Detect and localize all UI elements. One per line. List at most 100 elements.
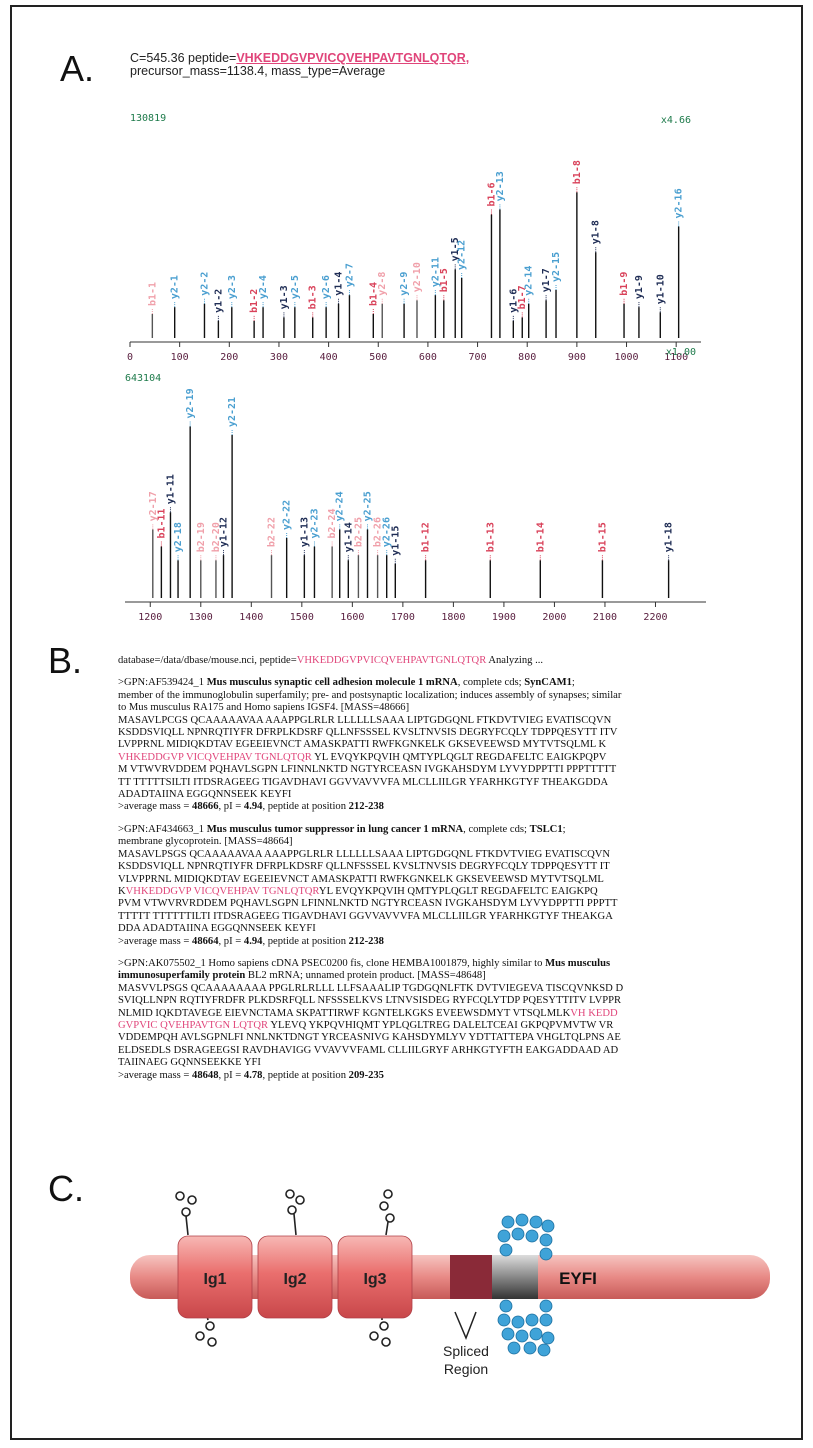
peak-label: y2-10 bbox=[412, 262, 423, 292]
result-entry: >GPN:AF539424_1 Mus musculus synaptic ce… bbox=[118, 677, 808, 813]
text-run: TSLC1 bbox=[530, 824, 563, 835]
peak-label: b1-3 bbox=[308, 285, 319, 309]
text-run: LVPPRNL MIDIQKDTAV EGEEIEVNCT AMASKPATTI… bbox=[118, 739, 606, 750]
peak-label: y2-25 bbox=[363, 491, 374, 521]
peak-label: b1-1 bbox=[147, 282, 158, 306]
text-run: Mus musculus bbox=[545, 958, 610, 969]
results-header: database=/data/dbase/mouse.nci, peptide=… bbox=[118, 655, 808, 667]
text-run: VLVPPRNL MIDIQKDTAV EGEEIEVNCT AMASKPATT… bbox=[118, 874, 604, 885]
text-run: , pI = bbox=[219, 936, 244, 947]
peak-label: y1-4 bbox=[334, 272, 345, 296]
result-line: VDDEMPQH AVLSGPNLFI NNLNKTDNGT YRCEASNIV… bbox=[118, 1032, 808, 1044]
text-run: NLMID IQKDTAVEGE EIEVNCTAMA SKPATTIRWF K… bbox=[118, 1008, 570, 1019]
spectrum-chart: 0100200300400500600700800900100011001308… bbox=[0, 0, 813, 640]
text-run: to Mus musculus RA175 and Homo sapiens I… bbox=[118, 702, 409, 713]
peak-label: y2-18 bbox=[173, 522, 184, 552]
result-line: membrane glycoprotein. [MASS=48664] bbox=[118, 836, 808, 848]
peak-label: y2-7 bbox=[344, 263, 355, 287]
text-run: ADADTAIINA EGGQNNSEEK KEYFI bbox=[118, 789, 291, 800]
text-run: DDA ADADTAIINA EGGQNNSEEK KEYFI bbox=[118, 923, 316, 934]
splice-marker bbox=[455, 1312, 476, 1338]
peak-label: y1-18 bbox=[664, 522, 675, 552]
text-run: , complete cds; bbox=[463, 824, 530, 835]
text-run: , complete cds; bbox=[458, 677, 525, 688]
peak-label: y1-10 bbox=[655, 274, 666, 304]
text-run: >GPN:AF539424_1 bbox=[118, 677, 207, 688]
text-run: Mus musculus tumor suppressor in lung ca… bbox=[207, 824, 463, 835]
text-run: YL EVQYKPQVIH QMTYPLQGLT REGDAFELTC EAIG… bbox=[312, 752, 607, 763]
text-run: MASAVLPSGS QCAAAAAVAA AAAPPGLRLR LLLLLLS… bbox=[118, 849, 610, 860]
peak-label: b2-19 bbox=[196, 522, 207, 552]
result-line: TT TTTTTSILTI ITDSRAGEEG TIGAVDHAVI GGVV… bbox=[118, 777, 808, 789]
text-run: , pI = bbox=[219, 801, 244, 812]
max-intensity-label: 130819 bbox=[130, 113, 166, 124]
result-line: >average mass = 48664, pI = 4.94, peptid… bbox=[118, 936, 808, 948]
text-run: VDDEMPQH AVLSGPNLFI NNLNKTDNGT YRCEASNIV… bbox=[118, 1032, 621, 1043]
text-run: 4.94 bbox=[244, 936, 263, 947]
text-run: membrane glycoprotein. [MASS=48664] bbox=[118, 836, 293, 847]
peak-label: b1-5 bbox=[439, 268, 450, 292]
text-run: 209-235 bbox=[349, 1070, 384, 1081]
result-line: VHKEDDGVP VICQVEHPAV TGNLQTQR YL EVQYKPQ… bbox=[118, 752, 808, 764]
result-line: TAIINAEG GQNNSEEKKE YFI bbox=[118, 1057, 808, 1069]
text-run: 212-238 bbox=[349, 801, 384, 812]
peak-label: y2-12 bbox=[457, 240, 468, 270]
spliced-segment bbox=[450, 1255, 492, 1299]
text-run: MASVVLPSGS QCAAAAAAAA PPGLRLRLLL LLFSAAA… bbox=[118, 983, 623, 994]
text-run: TAIINAEG GQNNSEEKKE YFI bbox=[118, 1057, 261, 1068]
peak-label: y2-19 bbox=[185, 388, 196, 418]
result-line: >average mass = 48648, pI = 4.78, peptid… bbox=[118, 1070, 808, 1082]
result-line: to Mus musculus RA175 and Homo sapiens I… bbox=[118, 702, 808, 714]
text-run: >GPN:AK075502_1 Homo sapiens cDNA PSEC02… bbox=[118, 958, 545, 969]
result-line: KVHKEDDGVP VICQVEHPAV TGNLQTQRYL EVQYKPQ… bbox=[118, 886, 808, 898]
search-results: database=/data/dbase/mouse.nci, peptide=… bbox=[118, 655, 808, 1082]
text-run: TTTTT TTTTTTILTI ITDSRAGEEG TIGAVDHAVI G… bbox=[118, 911, 613, 922]
text-run: 212-238 bbox=[349, 936, 384, 947]
x-tick-label: 300 bbox=[270, 352, 288, 363]
text-run: VHKEDDGVP VICQVEHPAV TGNLQTQR bbox=[118, 752, 312, 763]
max-intensity-label: 643104 bbox=[125, 373, 161, 384]
text-run: K bbox=[118, 886, 126, 897]
result-entry: >GPN:AK075502_1 Homo sapiens cDNA PSEC02… bbox=[118, 958, 808, 1082]
x-tick-label: 800 bbox=[518, 352, 536, 363]
text-run: Analyzing ... bbox=[486, 655, 543, 666]
x-tick-label: 100 bbox=[171, 352, 189, 363]
scale-label: x1.00 bbox=[666, 347, 696, 358]
result-line: PVM VTWVRVRDDEM PQHAVLSGPN LFINNLNKTD NG… bbox=[118, 898, 808, 910]
x-tick-label: 2000 bbox=[542, 612, 566, 623]
result-line: MASAVLPCGS QCAAAAAVAA AAAPPGLRLR LLLLLLS… bbox=[118, 715, 808, 727]
text-run: Mus musculus synaptic cell adhesion mole… bbox=[207, 677, 458, 688]
text-run: VHKEDDGVPVICQVEHPAVTGNLQTQR bbox=[297, 655, 487, 666]
result-line: >GPN:AF434663_1 Mus musculus tumor suppr… bbox=[118, 824, 808, 836]
text-run: 4.78 bbox=[244, 1070, 263, 1081]
text-run: YLEVQ YKPQVHIQMT YPLQGLTREG DALELTCEAI G… bbox=[268, 1020, 613, 1031]
peak-label: b1-13 bbox=[485, 522, 496, 552]
text-run: >average mass = bbox=[118, 936, 192, 947]
peak-label: y2-24 bbox=[335, 491, 346, 521]
text-run: , peptide at position bbox=[262, 801, 348, 812]
result-line: immunosuperfamily protein BL2 mRNA; unna… bbox=[118, 970, 808, 982]
text-run: KSDDSVIQLL NPNRQTIYFR DFRPLKDSRF QLLNFSS… bbox=[118, 727, 617, 738]
text-run: 48664 bbox=[192, 936, 218, 947]
result-line: VLVPPRNL MIDIQKDTAV EGEEIEVNCT AMASKPATT… bbox=[118, 874, 808, 886]
text-run: 48666 bbox=[192, 801, 218, 812]
splice-label: Spliced bbox=[443, 1343, 489, 1359]
text-run: , peptide at position bbox=[262, 1070, 348, 1081]
text-run: TT TTTTTSILTI ITDSRAGEEG TIGAVDHAVI GGVV… bbox=[118, 777, 608, 788]
tail-label: EYFI bbox=[559, 1269, 597, 1288]
peak-label: b1-15 bbox=[597, 522, 608, 552]
peak-label: y2-9 bbox=[399, 272, 410, 296]
text-run: immunosuperfamily protein bbox=[118, 970, 245, 981]
result-line: ELDSEDLS DSRAGEEGSI RAVDHAVIGG VVAVVVFAM… bbox=[118, 1045, 808, 1057]
x-tick-label: 1400 bbox=[239, 612, 263, 623]
text-run: database=/data/dbase/mouse.nci, peptide= bbox=[118, 655, 297, 666]
text-run: ; bbox=[563, 824, 566, 835]
peak-label: y1-3 bbox=[279, 285, 290, 309]
peak-label: y1-15 bbox=[390, 526, 401, 556]
x-tick-label: 200 bbox=[220, 352, 238, 363]
text-run: member of the immunoglobulin superfamily… bbox=[118, 690, 621, 701]
text-run: >average mass = bbox=[118, 1070, 192, 1081]
page: A. C=545.36 peptide=VHKEDDGVPVICQVEHPAVT… bbox=[0, 0, 813, 1448]
peak-label: y2-13 bbox=[495, 171, 506, 201]
x-tick-label: 1300 bbox=[189, 612, 213, 623]
